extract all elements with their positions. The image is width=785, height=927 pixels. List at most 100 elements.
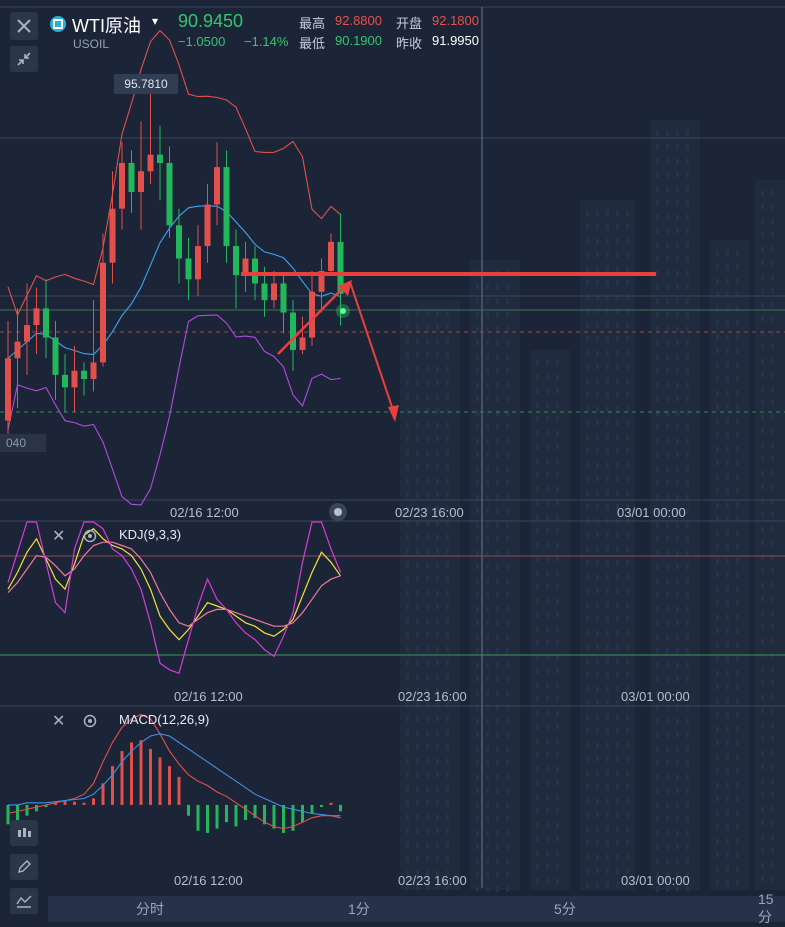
building-window	[761, 540, 764, 546]
building-window	[761, 428, 764, 434]
building-window	[666, 648, 669, 654]
building-window	[716, 670, 719, 676]
building-window	[486, 452, 489, 458]
timeframe-tab[interactable]: 分时	[136, 901, 164, 917]
timeframe-tab[interactable]: 5分	[554, 901, 576, 917]
prev-close-value: 91.9950	[432, 33, 479, 48]
building-window	[616, 630, 619, 636]
building-window	[546, 724, 549, 730]
building-window	[726, 250, 729, 256]
building-window	[606, 826, 609, 832]
building-window	[436, 772, 439, 778]
building-window	[716, 698, 719, 704]
macd-settings-icon[interactable]	[82, 713, 98, 729]
building-window	[416, 450, 419, 456]
building-window	[586, 840, 589, 846]
kdj-settings-icon[interactable]	[82, 528, 98, 544]
building-window	[416, 492, 419, 498]
building-window	[536, 808, 539, 814]
building-window	[716, 852, 719, 858]
building-window	[586, 700, 589, 706]
building-window	[506, 410, 509, 416]
building-window	[771, 848, 774, 854]
building-window	[416, 884, 419, 890]
building-window	[606, 322, 609, 328]
timeframe-tab[interactable]: 1分	[348, 901, 370, 917]
building-window	[606, 364, 609, 370]
building-window	[586, 588, 589, 594]
building-window	[716, 754, 719, 760]
main-time-label: 02/16 12:00	[170, 505, 239, 520]
building-window	[406, 534, 409, 540]
building-window	[596, 490, 599, 496]
building-window	[476, 410, 479, 416]
symbol-dropdown-icon[interactable]: ▾	[152, 14, 159, 28]
timeframe-tab[interactable]: 15分	[758, 891, 774, 925]
building-window	[771, 862, 774, 868]
candle-tool-button[interactable]	[10, 820, 38, 846]
building-window	[656, 732, 659, 738]
scroll-handle[interactable]	[329, 503, 347, 521]
building-window	[506, 592, 509, 598]
close-button[interactable]	[10, 12, 38, 40]
building-window	[656, 592, 659, 598]
building-window	[506, 634, 509, 640]
building-window	[606, 574, 609, 580]
building-window	[666, 312, 669, 318]
building-window	[426, 702, 429, 708]
building-window	[606, 560, 609, 566]
building-window	[486, 494, 489, 500]
building-window	[506, 396, 509, 402]
timeframe-bar	[48, 896, 785, 922]
building-window	[736, 558, 739, 564]
collapse-button[interactable]	[10, 46, 38, 72]
building-window	[626, 546, 629, 552]
macd-close-icon[interactable]: ✕	[52, 713, 66, 730]
building-window	[436, 828, 439, 834]
building-window	[506, 690, 509, 696]
building-window	[656, 858, 659, 864]
indicator-tool-button[interactable]	[10, 888, 38, 914]
building-window	[616, 644, 619, 650]
building-window	[546, 850, 549, 856]
kdj-close-icon[interactable]: ✕	[52, 528, 66, 545]
building-window	[656, 508, 659, 514]
building-window	[416, 534, 419, 540]
building-window	[506, 522, 509, 528]
candle	[271, 283, 277, 301]
building-window	[616, 266, 619, 272]
macd-bar	[329, 802, 333, 805]
building-window	[676, 718, 679, 724]
building-window	[436, 730, 439, 736]
building-window	[406, 814, 409, 820]
building-window	[656, 648, 659, 654]
building-window	[676, 886, 679, 892]
building-window	[596, 588, 599, 594]
building-window	[406, 772, 409, 778]
building-window	[436, 660, 439, 666]
building-window	[406, 352, 409, 358]
building-window	[426, 324, 429, 330]
building-window	[686, 732, 689, 738]
building-window	[436, 814, 439, 820]
building-window	[771, 232, 774, 238]
building-window	[416, 506, 419, 512]
building-window	[486, 620, 489, 626]
building-window	[536, 864, 539, 870]
draw-tool-button[interactable]	[10, 854, 38, 880]
building-window	[596, 616, 599, 622]
building-window	[586, 784, 589, 790]
building-window	[556, 710, 559, 716]
building-window	[626, 532, 629, 538]
building-window	[536, 766, 539, 772]
symbol-name[interactable]: WTI原油	[72, 16, 141, 36]
building-window	[436, 576, 439, 582]
building-window	[406, 674, 409, 680]
building-window	[556, 500, 559, 506]
building-window	[536, 654, 539, 660]
building-window	[666, 872, 669, 878]
building-window	[771, 638, 774, 644]
building-window	[656, 844, 659, 850]
